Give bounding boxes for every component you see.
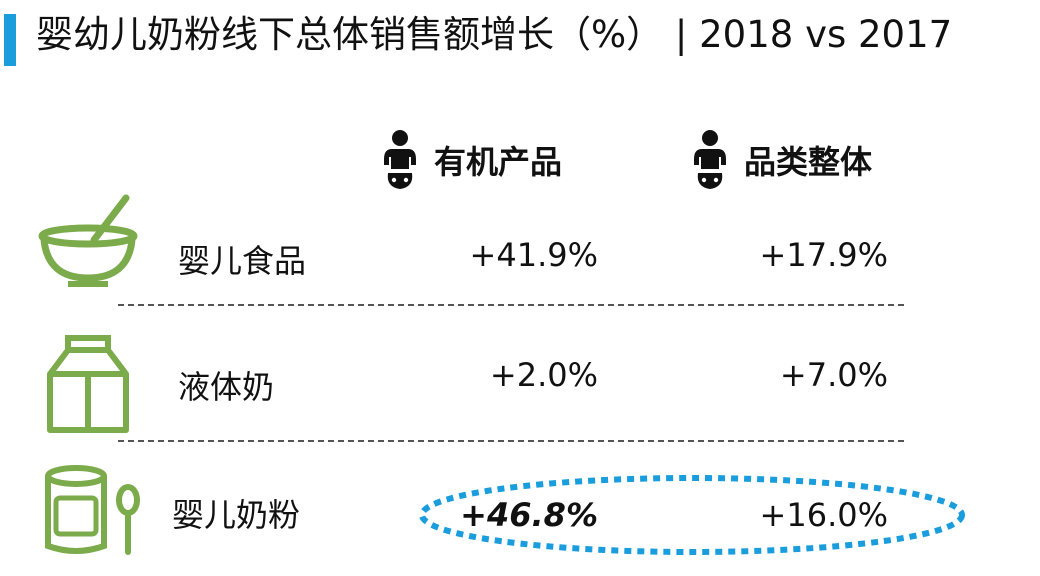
- cell-overall-infant-formula: +16.0%: [759, 496, 888, 534]
- row-label-liquid-milk: 液体奶: [178, 368, 275, 406]
- column-header-label: 品类整体: [744, 143, 873, 181]
- highlight-ellipse: [419, 475, 965, 555]
- cell-overall-baby-food: +17.9%: [759, 236, 888, 274]
- cell-organic-infant-formula: +46.8%: [460, 496, 598, 534]
- page-title: 婴幼儿奶粉线下总体销售额增长（%） | 2018 vs 2017: [36, 13, 953, 56]
- row-label-infant-formula: 婴儿奶粉: [172, 496, 301, 534]
- milk-carton-icon: [47, 335, 129, 433]
- cell-organic-baby-food: +41.9%: [469, 236, 598, 274]
- bowl-icon: [38, 194, 138, 287]
- column-header-overall: 品类整体: [690, 128, 872, 192]
- baby-icon: [694, 130, 726, 189]
- column-header-organic: 有机产品: [380, 128, 562, 192]
- row-divider: [118, 304, 904, 306]
- row-divider: [118, 440, 904, 442]
- row-label-baby-food: 婴儿食品: [178, 242, 307, 280]
- baby-icon: [384, 130, 416, 189]
- cell-overall-liquid-milk: +7.0%: [779, 356, 888, 394]
- formula-can-icon: [45, 465, 140, 555]
- title-accent-bar: [4, 14, 16, 66]
- column-header-label: 有机产品: [434, 143, 563, 181]
- cell-organic-liquid-milk: +2.0%: [489, 356, 598, 394]
